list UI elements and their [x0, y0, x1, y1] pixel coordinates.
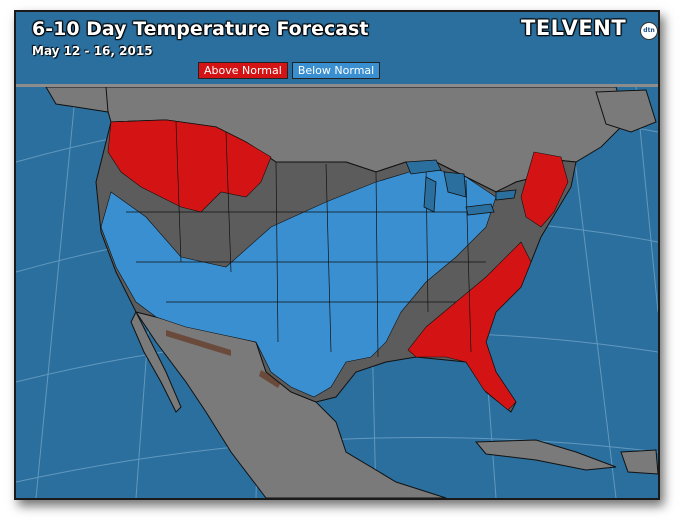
dtn-badge-icon: dtn — [640, 22, 658, 40]
forecast-map-frame: 6-10 Day Temperature Forecast May 12 - 1… — [14, 10, 660, 500]
legend: Above Normal Below Normal — [198, 62, 381, 79]
below-normal-central — [100, 166, 497, 398]
legend-below-normal: Below Normal — [291, 62, 381, 79]
baja-peninsula — [130, 310, 182, 413]
header-divider — [16, 84, 658, 87]
cuba — [474, 439, 617, 471]
texas-border-strip — [259, 370, 281, 388]
mexico-border-strip — [166, 330, 231, 356]
great-lakes — [405, 159, 517, 216]
above-normal-northeast — [520, 151, 569, 228]
brand-logo: TELVENT — [521, 16, 627, 40]
east-coast-islands — [595, 89, 657, 133]
map-title: 6-10 Day Temperature Forecast — [32, 18, 369, 40]
state-boundaries — [126, 121, 486, 358]
hispaniola — [620, 449, 658, 475]
north-islands — [45, 86, 109, 113]
legend-above-normal: Above Normal — [198, 62, 288, 79]
above-normal-southeast — [407, 241, 532, 411]
forecast-map — [16, 12, 658, 498]
date-range: May 12 - 16, 2015 — [32, 44, 153, 58]
